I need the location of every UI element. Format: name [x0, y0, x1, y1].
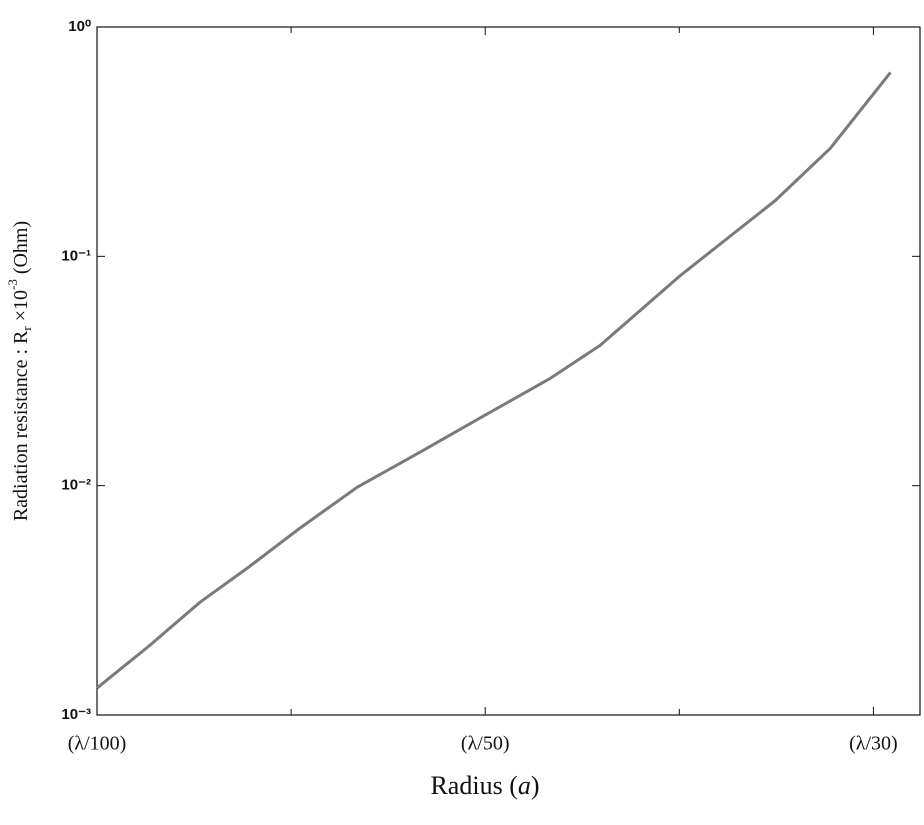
- y-tick-label: 10⁻¹: [61, 247, 91, 264]
- data-line: [97, 72, 891, 688]
- x-tick-label: (λ/50): [461, 733, 510, 755]
- plot-frame: [97, 27, 920, 715]
- x-axis-label: Radius (a): [430, 771, 539, 800]
- y-tick-label: 10⁻³: [61, 706, 91, 723]
- chart: Radius (a) Radiation resistance : Rr ×10…: [0, 0, 924, 825]
- y-tick-label: 10⁰: [68, 18, 91, 35]
- x-tick-label: (λ/100): [68, 733, 127, 755]
- x-axis-label-end: ): [531, 771, 540, 800]
- x-axis-label-italic: a: [518, 771, 531, 800]
- y-axis-label-text: Radiation resistance : R: [10, 330, 32, 521]
- y-axis-label-sup: -3: [5, 279, 20, 290]
- x-tick-label: (λ/30): [849, 733, 898, 755]
- x-axis-label-text: Radius (: [430, 771, 517, 800]
- y-axis-label-mid: ×10: [10, 290, 32, 326]
- y-axis-label-end: (Ohm): [10, 221, 32, 279]
- y-axis-label: Radiation resistance : Rr ×10-3 (Ohm): [5, 221, 34, 521]
- y-tick-label: 10⁻²: [61, 477, 91, 494]
